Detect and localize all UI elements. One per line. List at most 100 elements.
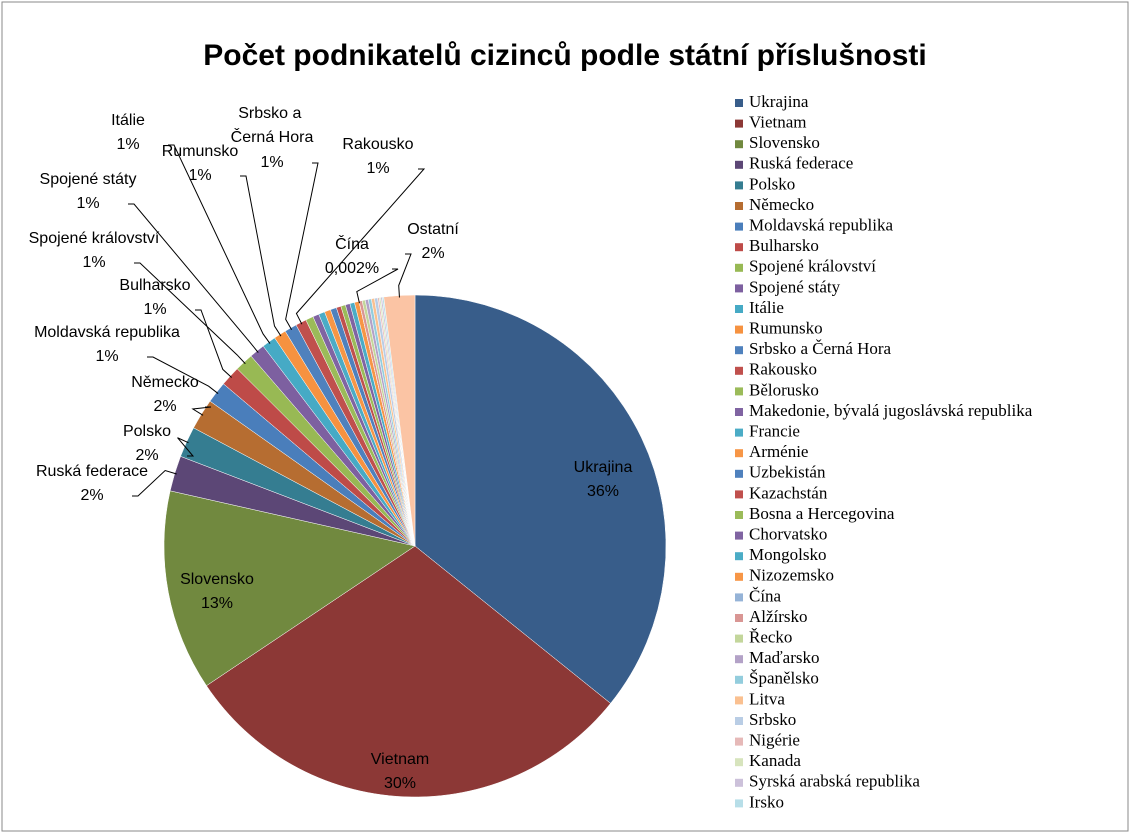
slice-label-name: Německo: [131, 374, 199, 391]
legend-label: Maďarsko: [749, 648, 819, 667]
legend-label: Slovensko: [749, 133, 820, 152]
legend-label: Litva: [749, 689, 785, 708]
slice-label-name: Bulharsko: [119, 277, 190, 294]
slice-label-name: Spojené státy: [40, 171, 137, 188]
leader-line: [398, 253, 412, 298]
slice-label-name: Ruská federace: [36, 463, 148, 480]
legend-label: Mongolsko: [749, 545, 826, 564]
legend-swatch: [735, 140, 743, 149]
legend-swatch: [735, 387, 743, 396]
legend-swatch: [735, 160, 743, 169]
slice-label-name: Čína: [335, 234, 369, 253]
legend-label: Nigérie: [749, 731, 800, 750]
legend-label: Syrská arabská republika: [749, 772, 920, 791]
legend-swatch: [735, 469, 743, 478]
legend-label: Německo: [749, 195, 814, 214]
slice-label-value: 1%: [143, 301, 166, 318]
legend-swatch: [735, 325, 743, 334]
slice-label-value: 2%: [80, 487, 103, 504]
slice-label-value: 1%: [188, 167, 211, 184]
slice-label-value: 1%: [95, 348, 118, 365]
legend-label: Řecko: [749, 628, 792, 647]
slice-label-value: 1%: [260, 154, 283, 171]
legend-swatch: [735, 428, 743, 437]
legend-label: Uzbekistán: [749, 463, 826, 482]
legend-swatch: [735, 758, 743, 767]
legend-label: Francie: [749, 422, 800, 441]
leader-line: [191, 406, 212, 416]
pie-slice: [414, 294, 667, 704]
slice-label-value: 2%: [421, 245, 444, 262]
legend-swatch: [735, 696, 743, 705]
legend-swatch: [735, 531, 743, 540]
leader-line: [195, 309, 232, 378]
legend-label: Spojené království: [749, 257, 876, 276]
slice-label-name: Rumunsko: [162, 143, 239, 160]
legend-swatch: [735, 119, 743, 128]
leader-line: [134, 262, 246, 365]
legend-label: Čína: [749, 586, 782, 605]
leader-line: [356, 268, 399, 304]
legend-swatch: [735, 593, 743, 602]
legend-label: Kanada: [749, 751, 801, 770]
legend-swatch: [735, 655, 743, 664]
legend-swatch: [735, 778, 743, 787]
legend-swatch: [735, 181, 743, 190]
legend-swatch: [735, 799, 743, 808]
slice-label-name: Itálie: [111, 112, 145, 129]
legend-label: Bosna a Hercegovina: [749, 504, 895, 523]
slice-label-value: 1%: [82, 254, 105, 271]
slice-label-value: 36%: [587, 483, 619, 500]
legend-label: Srbsko: [749, 710, 796, 729]
slice-label-name: Polsko: [123, 423, 171, 440]
legend-label: Itálie: [749, 298, 784, 317]
legend-label: Moldavská republika: [749, 216, 893, 235]
legend-swatch: [735, 243, 743, 252]
leader-line: [285, 162, 319, 330]
legend-swatch: [735, 346, 743, 355]
legend-label: Rumunsko: [749, 319, 823, 338]
legend-label: Alžírsko: [749, 607, 808, 626]
slice-label-value: 2%: [135, 447, 158, 464]
legend-swatch: [735, 284, 743, 293]
slice-label-value: 2%: [153, 398, 176, 415]
legend-label: Arménie: [749, 442, 808, 461]
legend-label: Polsko: [749, 174, 795, 193]
legend-swatch: [735, 490, 743, 499]
slice-label-name: Slovensko: [180, 571, 254, 588]
legend-swatch: [735, 572, 743, 581]
chart-title: Počet podnikatelů cizinců podle státní p…: [203, 39, 926, 72]
slice-label-name: Vietnam: [371, 751, 429, 768]
slice-label-name: Moldavská republika: [34, 324, 180, 341]
slice-label-value: 1%: [76, 195, 99, 212]
slice-label-name: Spojené království: [29, 230, 160, 247]
legend-swatch: [735, 552, 743, 561]
legend-label: Vietnam: [749, 113, 807, 132]
legend-label: Bělorusko: [749, 380, 819, 399]
slice-label-value: 30%: [384, 775, 416, 792]
legend-swatch: [735, 675, 743, 684]
slice-label-value: 13%: [201, 595, 233, 612]
legend-swatch: [735, 614, 743, 622]
legend-label: Španělsko: [749, 669, 819, 688]
legend-label: Srbsko a Černá Hora: [749, 339, 892, 358]
leader-line: [147, 356, 219, 394]
legend-swatch: [735, 449, 743, 458]
slice-label-value: 1%: [116, 136, 139, 153]
legend-label: Ukrajina: [749, 92, 809, 111]
legend-label: Rakousko: [749, 360, 817, 379]
legend-swatch: [735, 99, 743, 107]
leader-line: [132, 469, 177, 497]
leader-line: [168, 144, 271, 344]
leader-line: [240, 175, 282, 337]
leader-line: [295, 168, 426, 325]
legend-swatch: [735, 366, 743, 375]
leader-line: [177, 437, 195, 457]
legend-swatch: [735, 202, 743, 210]
legend-label: Nizozemsko: [749, 566, 834, 585]
legend-label: Chorvatsko: [749, 525, 827, 544]
legend-label: Bulharsko: [749, 236, 819, 255]
legend-swatch: [735, 511, 743, 519]
legend-swatch: [735, 305, 743, 313]
legend-label: Kazachstán: [749, 483, 828, 502]
